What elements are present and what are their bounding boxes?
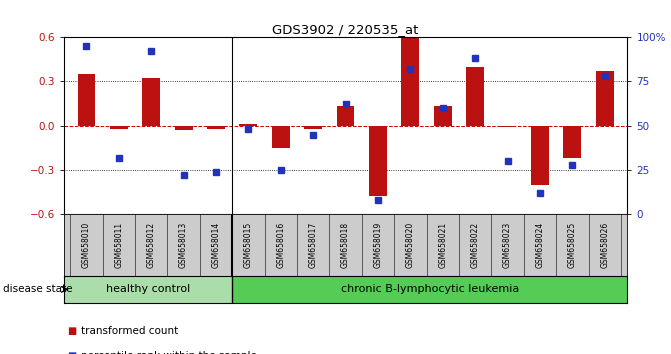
Text: percentile rank within the sample: percentile rank within the sample — [81, 351, 256, 354]
Text: GSM658011: GSM658011 — [114, 222, 123, 268]
Bar — [369, 126, 387, 196]
Bar — [564, 126, 581, 158]
Bar — [466, 67, 484, 126]
Text: GSM658025: GSM658025 — [568, 222, 577, 268]
Text: healthy control: healthy control — [106, 284, 190, 295]
Text: GSM658016: GSM658016 — [276, 222, 285, 268]
Text: GSM658020: GSM658020 — [406, 222, 415, 268]
Bar — [240, 124, 257, 126]
Text: GSM658024: GSM658024 — [535, 222, 544, 268]
Text: GSM658014: GSM658014 — [211, 222, 221, 268]
Bar — [207, 126, 225, 129]
Bar — [142, 79, 160, 126]
Bar — [499, 126, 517, 127]
Text: GSM658022: GSM658022 — [470, 222, 480, 268]
Text: GSM658017: GSM658017 — [309, 222, 317, 268]
Text: transformed count: transformed count — [81, 326, 178, 336]
Bar — [337, 107, 354, 126]
Text: GSM658010: GSM658010 — [82, 222, 91, 268]
Text: ■: ■ — [67, 351, 76, 354]
Bar — [232, 276, 627, 303]
Bar — [434, 107, 452, 126]
Text: disease state: disease state — [3, 284, 73, 295]
Text: GSM658015: GSM658015 — [244, 222, 253, 268]
Bar — [78, 74, 95, 126]
Text: GSM658013: GSM658013 — [179, 222, 188, 268]
Text: GSM658019: GSM658019 — [374, 222, 382, 268]
Bar — [272, 126, 290, 148]
Text: GSM658012: GSM658012 — [147, 222, 156, 268]
Text: chronic B-lymphocytic leukemia: chronic B-lymphocytic leukemia — [341, 284, 519, 295]
Bar — [64, 276, 232, 303]
Bar — [531, 126, 549, 185]
Text: GSM658026: GSM658026 — [601, 222, 609, 268]
Title: GDS3902 / 220535_at: GDS3902 / 220535_at — [272, 23, 419, 36]
Text: ■: ■ — [67, 326, 76, 336]
Bar — [174, 126, 193, 130]
Bar — [110, 126, 127, 129]
Bar — [596, 71, 613, 126]
Bar — [401, 37, 419, 126]
Bar — [304, 126, 322, 129]
Text: GSM658023: GSM658023 — [503, 222, 512, 268]
Text: GSM658018: GSM658018 — [341, 222, 350, 268]
Text: GSM658021: GSM658021 — [438, 222, 448, 268]
